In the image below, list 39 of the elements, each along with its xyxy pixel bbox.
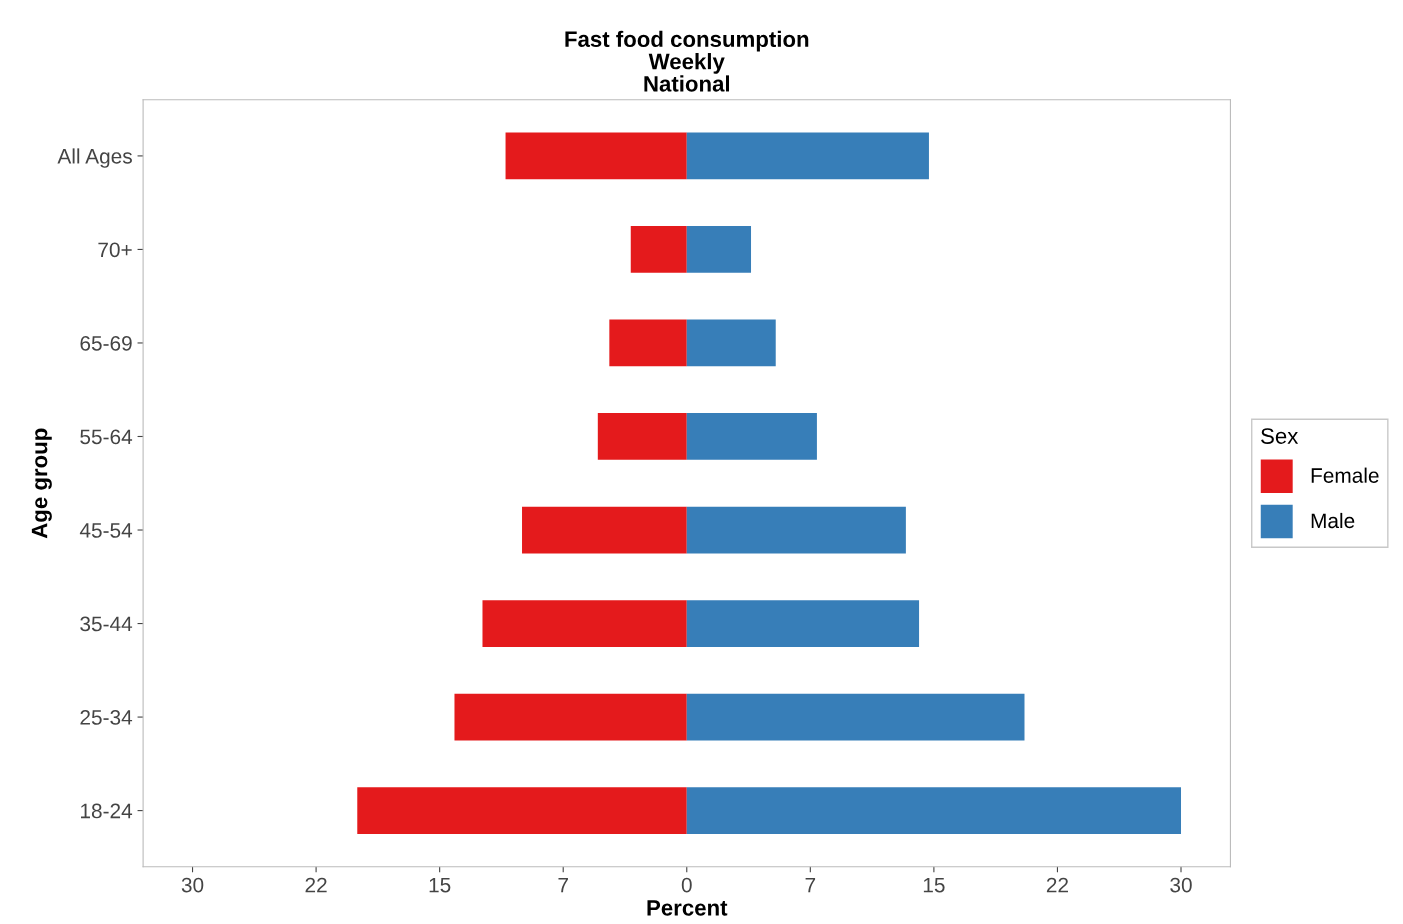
y-tick-label: 65-69	[80, 335, 132, 351]
bar	[357, 787, 687, 834]
bar	[686, 787, 1182, 834]
bar	[609, 319, 687, 367]
x-tick-label: 30	[1170, 877, 1192, 893]
y-tick-label: 18-24	[81, 803, 133, 819]
x-tick-label: 30	[181, 877, 204, 893]
x-tick-label: 15	[429, 877, 451, 893]
bar	[686, 600, 920, 647]
legend-label: Female	[1311, 467, 1379, 483]
bar	[630, 226, 687, 273]
bar	[686, 226, 752, 273]
x-tick-label: 7	[558, 877, 568, 893]
y-tick-label: 25-34	[80, 710, 133, 725]
x-axis-title: Percent	[647, 900, 728, 916]
bar	[505, 132, 687, 180]
bar	[686, 506, 906, 554]
x-tick-label: 22	[305, 877, 327, 893]
bar	[454, 693, 687, 741]
legend-title: Sex	[1261, 428, 1299, 444]
bar	[686, 413, 817, 460]
x-tick-label: 0	[681, 877, 692, 893]
y-tick-label: 55-64	[80, 429, 133, 445]
chart-title: Fast food consumption Weekly National	[565, 30, 809, 92]
y-axis-title: Age group	[31, 428, 52, 539]
bar	[482, 600, 687, 647]
x-tick-label: 22	[1046, 877, 1068, 893]
bar	[522, 506, 687, 554]
bar	[686, 319, 776, 367]
y-tick-label: 70+	[98, 242, 132, 258]
bar	[597, 413, 687, 460]
bar	[686, 132, 929, 180]
y-tick-label: 35-44	[80, 616, 133, 632]
y-tick-label: All Ages	[57, 148, 132, 168]
x-tick-label: 7	[805, 877, 816, 893]
legend-label: Male	[1311, 512, 1355, 529]
bar	[686, 693, 1025, 741]
x-tick-label: 15	[923, 877, 945, 893]
y-tick-label: 45-54	[79, 523, 133, 538]
